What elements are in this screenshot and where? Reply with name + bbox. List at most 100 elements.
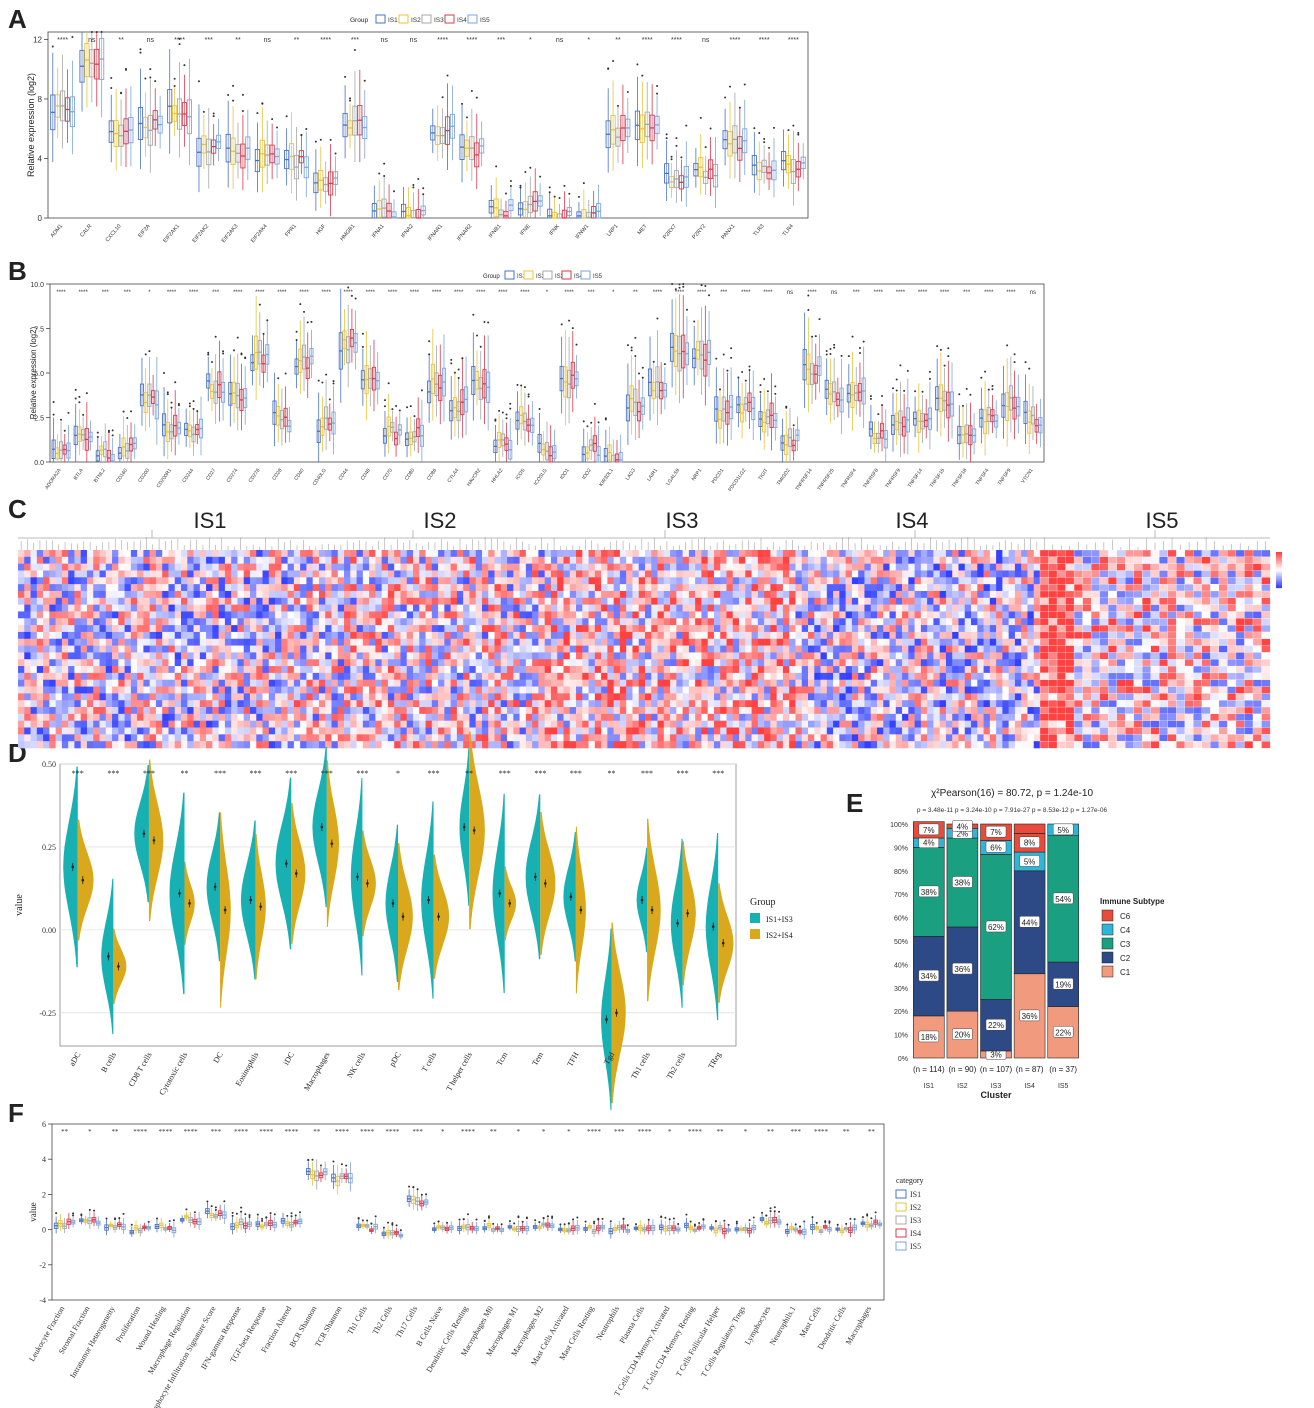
heatmap-cell bbox=[394, 584, 401, 592]
box-is2 bbox=[607, 444, 612, 461]
heatmap-cell bbox=[601, 570, 608, 578]
heatmap-cell bbox=[707, 666, 715, 674]
heatmap-cell bbox=[456, 584, 464, 592]
heatmap-cell bbox=[74, 577, 81, 585]
heatmap-cell bbox=[657, 550, 665, 558]
heatmap-cell bbox=[538, 631, 545, 640]
heatmap-cell bbox=[243, 686, 251, 694]
heatmap-cell bbox=[36, 720, 44, 728]
heatmap-cell bbox=[720, 679, 727, 687]
heatmap-cell bbox=[243, 577, 251, 585]
heatmap-cell bbox=[199, 563, 207, 571]
heatmap-cell bbox=[375, 625, 382, 633]
box-is2 bbox=[142, 116, 148, 139]
heatmap-cell bbox=[726, 597, 734, 605]
heatmap-cell bbox=[224, 645, 232, 653]
heatmap-cell bbox=[657, 570, 665, 578]
heatmap-cell bbox=[68, 584, 75, 592]
heatmap-cell bbox=[569, 563, 577, 571]
box-is4 bbox=[592, 435, 597, 452]
heatmap-cell bbox=[187, 584, 194, 592]
heatmap-cell bbox=[569, 652, 577, 660]
heatmap-cell bbox=[187, 645, 194, 653]
heatmap-cell bbox=[601, 707, 608, 715]
heatmap-cell bbox=[676, 707, 683, 715]
heatmap-cell bbox=[638, 556, 646, 564]
heatmap-cell bbox=[243, 693, 251, 701]
heatmap-cell bbox=[130, 734, 138, 742]
box-is5 bbox=[449, 113, 455, 139]
heatmap-cell bbox=[155, 625, 163, 633]
heatmap-cell bbox=[707, 679, 715, 687]
heatmap-cell bbox=[237, 563, 245, 571]
outlier bbox=[100, 31, 103, 33]
heatmap-cell bbox=[626, 631, 633, 640]
heatmap-cell bbox=[601, 611, 608, 619]
heatmap-cell bbox=[513, 679, 520, 687]
outlier bbox=[285, 115, 288, 118]
heatmap-cell bbox=[193, 584, 201, 592]
heatmap-cell bbox=[293, 645, 301, 653]
heatmap-cell bbox=[657, 666, 665, 674]
heatmap-cell bbox=[582, 618, 589, 626]
box-is5 bbox=[883, 430, 888, 449]
heatmap-cell bbox=[594, 659, 602, 667]
heatmap-cell bbox=[670, 556, 677, 564]
box-is2 bbox=[452, 397, 457, 419]
heatmap-cell bbox=[745, 659, 752, 667]
box-is3 bbox=[352, 105, 358, 136]
outlier bbox=[197, 80, 200, 83]
heatmap-cell bbox=[438, 625, 445, 633]
signif-label: ** bbox=[118, 37, 124, 44]
heatmap-cell bbox=[231, 604, 238, 612]
heatmap-cell bbox=[344, 700, 351, 708]
outlier bbox=[450, 362, 453, 365]
panel-label-d: D bbox=[8, 738, 27, 768]
heatmap-cell bbox=[532, 707, 539, 715]
heatmap-cell bbox=[369, 577, 376, 585]
box-is5 bbox=[132, 437, 137, 450]
x-tick-label-cd48: CD48 bbox=[360, 468, 372, 482]
box-is2 bbox=[610, 114, 616, 145]
box-is1 bbox=[382, 428, 387, 444]
outlier bbox=[704, 284, 707, 287]
heatmap-cell bbox=[43, 645, 50, 653]
heatmap-cell bbox=[231, 734, 238, 742]
heatmap-cell bbox=[231, 590, 238, 599]
heatmap-cell bbox=[24, 693, 31, 701]
heatmap-cell bbox=[594, 556, 602, 564]
heatmap-cell bbox=[30, 686, 38, 694]
heatmap-cell bbox=[732, 700, 740, 708]
heatmap-cell bbox=[331, 645, 339, 653]
heatmap-cell bbox=[130, 625, 138, 633]
heatmap-cell bbox=[494, 707, 502, 715]
heatmap-cell bbox=[243, 672, 251, 681]
heatmap-cell bbox=[174, 727, 182, 735]
outlier bbox=[715, 357, 718, 360]
box-is3 bbox=[323, 177, 329, 192]
box-is5 bbox=[221, 381, 226, 403]
heatmap-cell bbox=[68, 556, 75, 564]
heatmap-cell bbox=[720, 556, 727, 564]
heatmap-cell bbox=[588, 577, 596, 585]
heatmap-cell bbox=[306, 713, 313, 721]
box-is2 bbox=[232, 381, 237, 404]
outlier bbox=[617, 104, 619, 107]
box-is2 bbox=[298, 348, 303, 373]
heatmap-cell bbox=[275, 590, 282, 599]
y-tick-label: 5.0 bbox=[34, 371, 44, 378]
heatmap-cell bbox=[619, 672, 627, 681]
outlier bbox=[987, 388, 990, 391]
heatmap-cell bbox=[550, 720, 558, 728]
legend-item-is2: IS2 bbox=[411, 17, 421, 24]
heatmap-cell bbox=[676, 563, 683, 571]
legend-title: Group bbox=[483, 274, 500, 280]
heatmap-cell bbox=[43, 713, 50, 721]
heatmap-cell bbox=[162, 679, 169, 687]
heatmap-cell bbox=[168, 707, 176, 715]
heatmap-cell bbox=[293, 741, 301, 749]
heatmap-cell bbox=[193, 631, 201, 640]
heatmap-cell bbox=[130, 645, 138, 653]
heatmap-cell bbox=[105, 590, 113, 599]
heatmap-cell bbox=[331, 631, 339, 640]
